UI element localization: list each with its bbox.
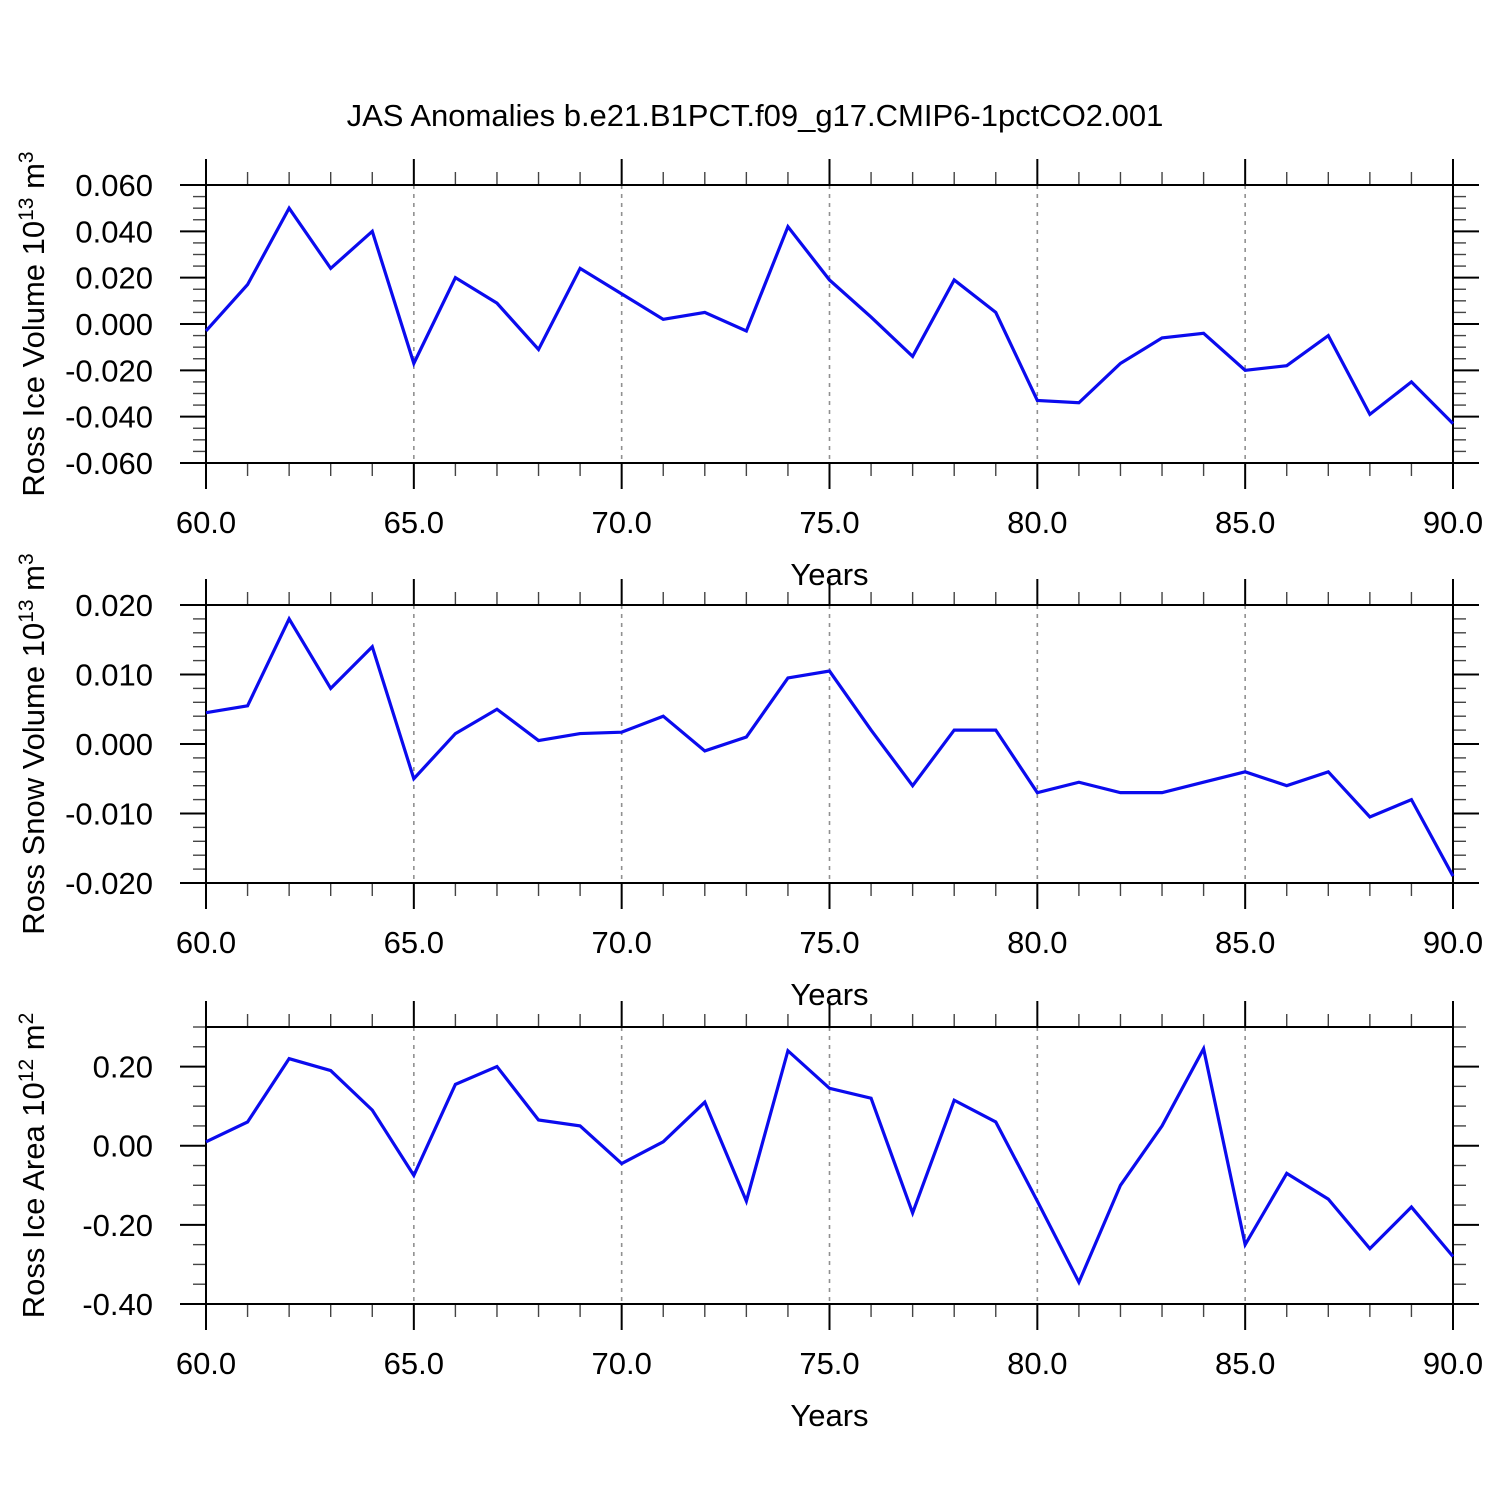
x-tick-label: 75.0 bbox=[799, 925, 859, 960]
y-tick-label: 0.060 bbox=[75, 168, 153, 203]
x-tick-label: 90.0 bbox=[1423, 505, 1483, 540]
data-line bbox=[205, 615, 1455, 877]
y-axis-label-text: Ross Ice Volume 1013 m3 bbox=[15, 151, 51, 496]
x-tick-label: 85.0 bbox=[1215, 925, 1275, 960]
x-tick-label: 75.0 bbox=[799, 505, 859, 540]
y-tick-label: 0.040 bbox=[75, 214, 153, 249]
chart-title: JAS Anomalies b.e21.B1PCT.f09_g17.CMIP6-… bbox=[346, 98, 1164, 133]
y-axis-label-text: Ross Ice Area 1012 m2 bbox=[15, 1013, 51, 1319]
x-tick-label: 90.0 bbox=[1423, 925, 1483, 960]
x-axis-label: Years bbox=[790, 1398, 868, 1433]
data-line bbox=[204, 205, 1455, 425]
x-tick-label: 60.0 bbox=[176, 1346, 236, 1381]
x-tick-label: 85.0 bbox=[1215, 1346, 1275, 1381]
x-tick-label: 65.0 bbox=[384, 505, 444, 540]
chart-frame bbox=[205, 1026, 1454, 1305]
x-tick-label: 70.0 bbox=[591, 1346, 651, 1381]
x-tick-label: 65.0 bbox=[384, 925, 444, 960]
y-axis-label: Ross Ice Volume 1013 m3 bbox=[15, 151, 51, 496]
y-axis-label: Ross Snow Volume 1013 m3 bbox=[15, 553, 51, 934]
y-axis-label: Ross Ice Area 1012 m2 bbox=[15, 1013, 51, 1319]
y-tick-label: -0.20 bbox=[82, 1208, 153, 1243]
x-tick-label: 65.0 bbox=[384, 1346, 444, 1381]
x-tick-label: 85.0 bbox=[1215, 505, 1275, 540]
x-tick-label: 60.0 bbox=[176, 505, 236, 540]
y-tick-label: -0.040 bbox=[65, 400, 153, 435]
x-tick-label: 75.0 bbox=[799, 1346, 859, 1381]
y-tick-label: -0.40 bbox=[82, 1287, 153, 1322]
x-tick-label: 80.0 bbox=[1007, 505, 1067, 540]
x-tick-label: 60.0 bbox=[176, 925, 236, 960]
chart-frame bbox=[205, 604, 1454, 884]
data-line bbox=[205, 1044, 1455, 1286]
y-axis-label-text: Ross Snow Volume 1013 m3 bbox=[15, 553, 51, 934]
x-tick-label: 80.0 bbox=[1007, 925, 1067, 960]
y-tick-label: 0.000 bbox=[75, 727, 153, 762]
y-tick-label: 0.000 bbox=[75, 307, 153, 342]
y-tick-label: -0.020 bbox=[65, 353, 153, 388]
y-tick-label: -0.020 bbox=[65, 866, 153, 901]
y-tick-label: 0.00 bbox=[93, 1129, 153, 1164]
y-tick-label: 0.010 bbox=[75, 658, 153, 693]
x-tick-label: 90.0 bbox=[1423, 1346, 1483, 1381]
y-tick-label: 0.020 bbox=[75, 588, 153, 623]
x-tick-label: 70.0 bbox=[591, 505, 651, 540]
x-tick-label: 70.0 bbox=[591, 925, 651, 960]
chart-frame bbox=[205, 184, 1454, 464]
y-tick-label: -0.010 bbox=[65, 797, 153, 832]
y-tick-label: 0.20 bbox=[93, 1050, 153, 1085]
y-tick-label: -0.060 bbox=[65, 446, 153, 481]
x-tick-label: 80.0 bbox=[1007, 1346, 1067, 1381]
y-tick-label: 0.020 bbox=[75, 261, 153, 296]
